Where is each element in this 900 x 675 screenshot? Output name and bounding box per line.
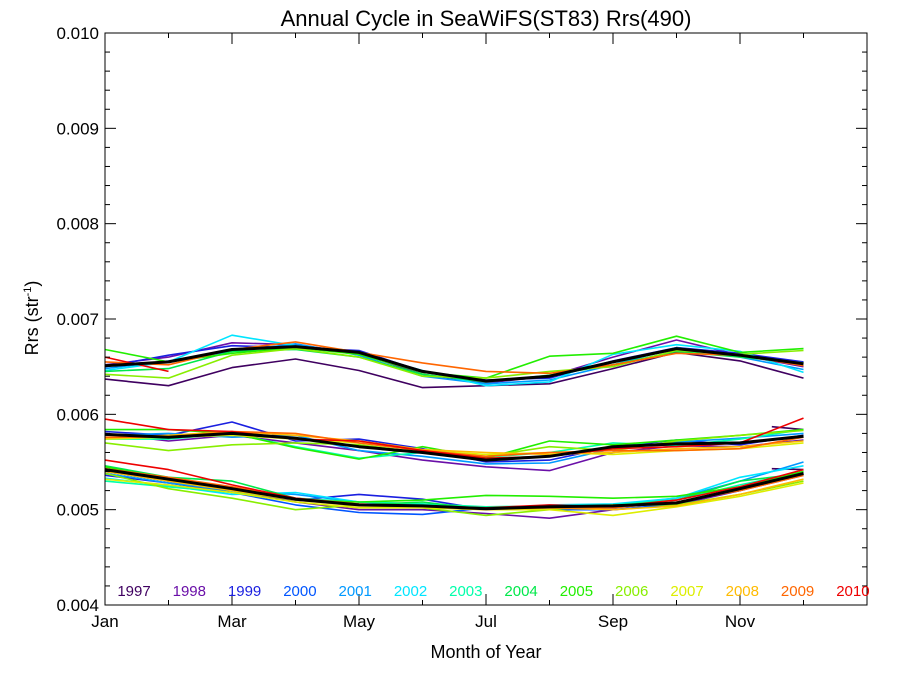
legend-item-2008: 2008 <box>726 583 759 600</box>
series-line-2001-group-2 <box>104 432 804 465</box>
y-tick-label: 0.010 <box>56 24 99 43</box>
series-line-1997-group-2 <box>771 425 804 431</box>
x-tick-label: May <box>343 612 376 631</box>
x-tick-label: Mar <box>217 612 247 631</box>
series-line-2006-group-3 <box>104 472 804 517</box>
mean-line-group-3 <box>104 468 804 511</box>
legend-item-1998: 1998 <box>173 583 206 600</box>
legend-item-2002: 2002 <box>394 583 427 600</box>
x-tick-label: Sep <box>598 612 628 631</box>
x-axis-title: Month of Year <box>430 642 541 662</box>
legend-item-2006: 2006 <box>615 583 648 600</box>
x-tick-label: Jul <box>475 612 497 631</box>
y-tick-label: 0.006 <box>56 405 99 424</box>
mean-line-group-1 <box>104 345 804 383</box>
series-line-2009-group-2 <box>105 430 804 458</box>
chart-title: Annual Cycle in SeaWiFS(ST83) Rrs(490) <box>281 6 692 31</box>
y-tick-label: 0.009 <box>56 119 99 138</box>
legend-item-1997: 1997 <box>117 583 150 600</box>
legend-item-2003: 2003 <box>449 583 482 600</box>
y-axis-title-main: Rrs (str <box>22 296 42 355</box>
legend-item-2007: 2007 <box>670 583 703 600</box>
y-tick-label: 0.005 <box>56 501 99 520</box>
y-tick-label: 0.004 <box>56 596 99 615</box>
y-tick-label: 0.008 <box>56 215 99 234</box>
legend-item-2010: 2010 <box>836 583 869 600</box>
y-tick-label: 0.007 <box>56 310 99 329</box>
mean-lines <box>104 345 804 511</box>
mean-line-group-2 <box>104 431 804 462</box>
y-axis-title: Rrs (str-1) <box>22 281 42 356</box>
series-line-2010-group-2 <box>104 417 804 460</box>
legend-item-2001: 2001 <box>339 583 372 600</box>
y-axis-title-close: ) <box>22 281 42 287</box>
legend-item-2004: 2004 <box>504 583 537 600</box>
x-tick-label: Jan <box>91 612 118 631</box>
plot-frame <box>104 32 868 606</box>
x-tick-label: Nov <box>725 612 756 631</box>
legend-item-2009: 2009 <box>781 583 814 600</box>
legend-item-2005: 2005 <box>560 583 593 600</box>
legend-item-1999: 1999 <box>228 583 261 600</box>
y-axis-title-sup: -1 <box>22 287 34 297</box>
axes: 0.004 0.005 0.006 0.007 0.008 0.009 0.010 Jan Ma… <box>56 24 868 631</box>
legend: 1997 1998 1999 2000 2001 2002 2003 2004 2005 2006… <box>117 583 869 600</box>
series-lines <box>104 334 804 520</box>
legend-item-2000: 2000 <box>283 583 316 600</box>
